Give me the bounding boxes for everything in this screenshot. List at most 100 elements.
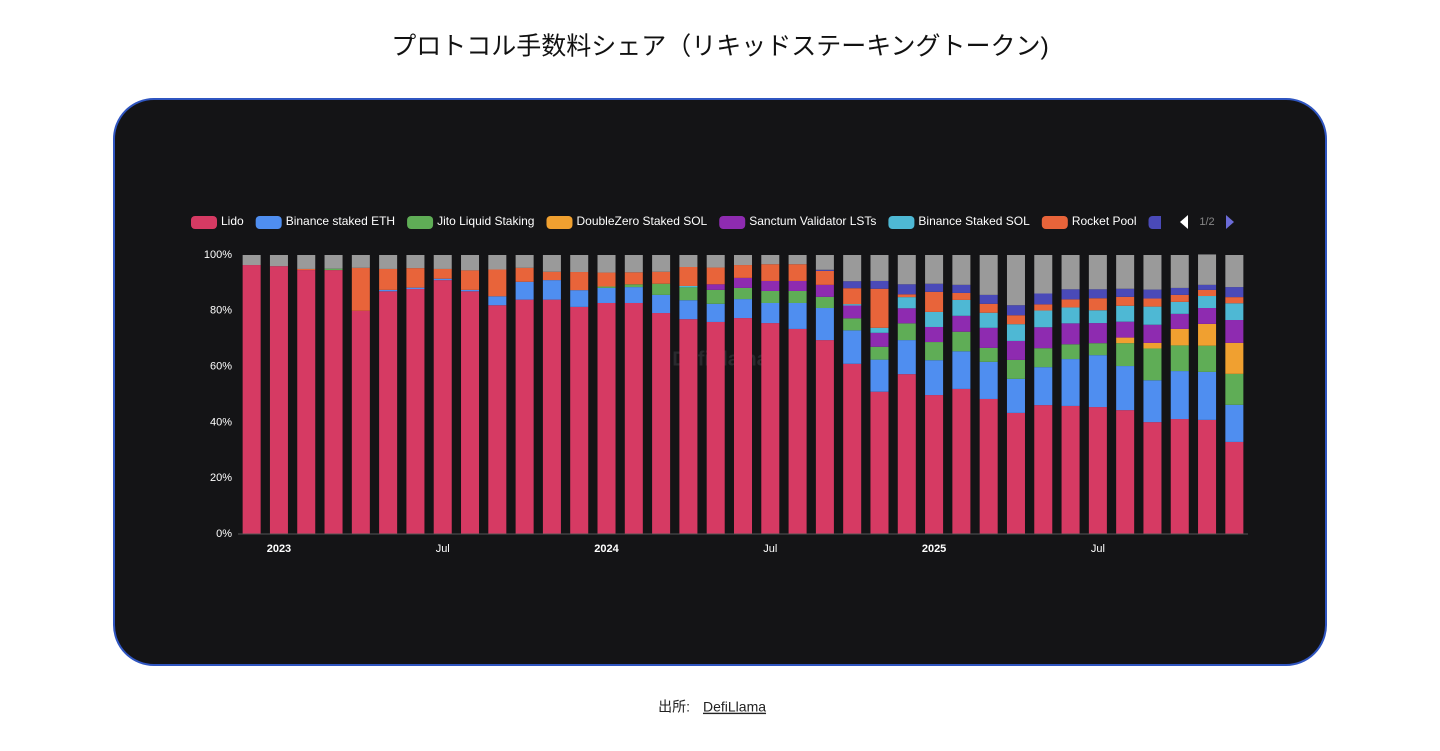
bar-segment: [1225, 303, 1244, 321]
bar-segment: [297, 268, 316, 271]
bar-segment: [542, 280, 561, 300]
bar-segment: [706, 303, 725, 322]
y-tick-label: 60%: [210, 361, 232, 373]
bar-segment: [1034, 304, 1053, 311]
legend-prev[interactable]: [1180, 215, 1188, 229]
bar-segment: [379, 255, 398, 269]
bar-segment: [324, 268, 343, 271]
bar-segment: [1143, 298, 1162, 307]
bar-segment: [1170, 345, 1189, 372]
bar-segment: [897, 294, 916, 298]
bar-segment: [843, 304, 862, 306]
bar-segment: [679, 300, 698, 320]
bar-segment: [788, 264, 807, 281]
bar-segment: [1198, 284, 1217, 290]
bar-segment: [1116, 321, 1135, 338]
bar-segment: [952, 315, 971, 332]
bar-segment: [870, 288, 889, 328]
x-tick-label: Jul: [1091, 543, 1105, 555]
bar-segment: [788, 290, 807, 303]
bar-segment: [761, 264, 780, 281]
bar-segment: [952, 255, 971, 285]
bar-segment: [979, 312, 998, 328]
bar-segment: [1061, 307, 1080, 324]
bar-segment: [1143, 422, 1162, 534]
legend-swatch: [407, 216, 434, 229]
bar-segment: [1225, 404, 1244, 442]
y-tick-label: 0%: [216, 528, 232, 540]
bar-segment: [351, 267, 370, 311]
bar-segment: [515, 299, 534, 534]
plot: 0% 20% 40% 60% 80% 100% 2023 Jul 2024 Jul 2025 Jul: [204, 249, 1248, 555]
bar-segment: [1061, 344, 1080, 360]
bar-segment: [843, 363, 862, 534]
bar-segment: [1006, 315, 1025, 325]
bar-segment: [925, 326, 944, 343]
bar-segment: [652, 271, 671, 284]
bar-segment: [1225, 373, 1244, 405]
bar-segment: [1225, 255, 1244, 288]
bar-segment: [624, 302, 643, 534]
bar-segment: [1198, 289, 1217, 297]
legend-swatch: [1041, 216, 1068, 229]
legend-swatch: [719, 216, 746, 229]
legend-label: Binance Staked SOL: [918, 214, 1030, 228]
bar-segment: [1143, 348, 1162, 381]
bar-segment: [1225, 297, 1244, 304]
bar-segment: [788, 255, 807, 265]
bar-segment: [297, 270, 316, 534]
y-tick-label: 40%: [210, 416, 232, 428]
bar-segment: [1116, 337, 1135, 344]
bar-segment: [870, 327, 889, 333]
bar-segment: [843, 330, 862, 364]
bar-segment: [925, 283, 944, 292]
source-prefix: 出所:: [658, 699, 690, 715]
bar-segment: [1198, 371, 1217, 420]
bar-segment: [1006, 255, 1025, 306]
bar-segment: [324, 270, 343, 534]
bar-segment: [515, 281, 534, 300]
bar-segment: [843, 281, 862, 289]
bar-segment: [870, 280, 889, 289]
bar-segment: [925, 395, 944, 534]
bar-segment: [1088, 255, 1107, 290]
bar-segment: [733, 299, 753, 319]
bar-segment: [624, 255, 643, 273]
bar-segment: [761, 290, 780, 303]
bar-segment: [979, 347, 998, 362]
bar-segment: [1198, 254, 1217, 285]
bar-segment: [652, 313, 671, 534]
bar-segment: [761, 323, 780, 534]
bar-segment: [897, 284, 916, 295]
bar-segment: [1170, 294, 1189, 302]
legend-next[interactable]: [1226, 215, 1234, 229]
bar-segment: [1143, 342, 1162, 349]
bar-segment: [1006, 412, 1025, 534]
bar-segment: [761, 255, 780, 265]
y-tick-label: 100%: [204, 249, 232, 261]
bar-segment: [652, 283, 671, 295]
bar-segment: [1225, 287, 1244, 298]
source-link[interactable]: DefiLlama: [703, 699, 766, 715]
bar-segment: [461, 289, 480, 292]
legend-label: Rocket Pool: [1072, 214, 1137, 228]
bar-segment: [952, 284, 971, 293]
bar-segment: [406, 255, 425, 269]
bar-segment: [897, 308, 916, 324]
bar-segment: [624, 287, 643, 303]
bar-segment: [1006, 359, 1025, 379]
bar-segment: [1061, 359, 1080, 406]
bar-segment: [652, 255, 671, 272]
bar-segment: [952, 292, 971, 300]
bar-segment: [979, 361, 998, 399]
bar-segment: [597, 272, 616, 287]
bar-segment: [843, 305, 862, 319]
bar-segment: [1088, 289, 1107, 299]
bar-segment: [461, 255, 480, 271]
bar-segment: [1116, 305, 1135, 322]
bar-segment: [815, 255, 834, 270]
bar-segment: [406, 268, 425, 288]
bar-segment: [488, 255, 507, 270]
bar-segment: [952, 299, 971, 316]
